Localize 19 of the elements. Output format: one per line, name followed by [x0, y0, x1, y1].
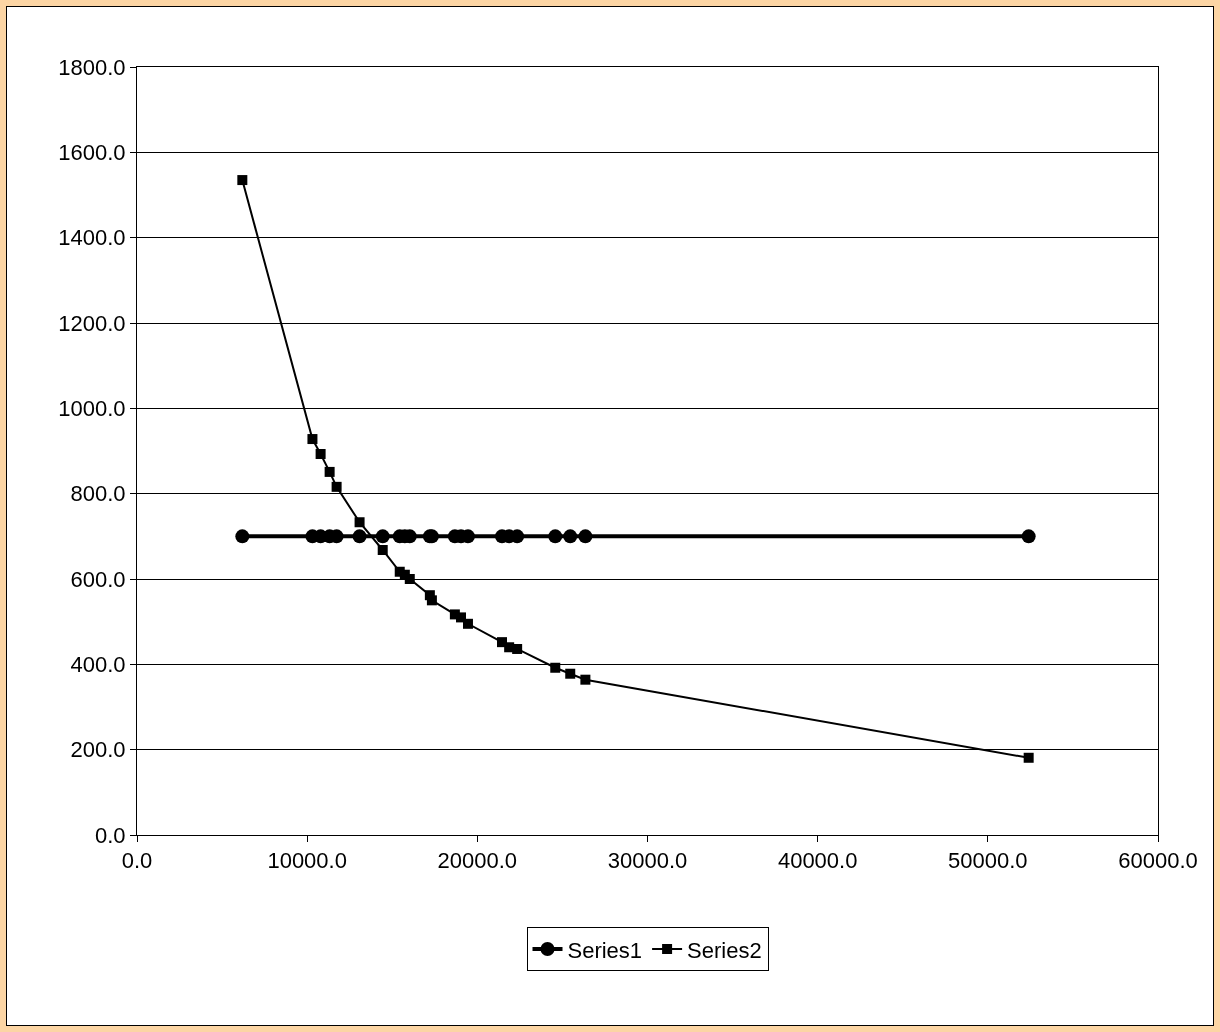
x-tick-label: 60000.0 — [1118, 848, 1198, 874]
y-tick-label: 600.0 — [70, 566, 126, 592]
x-tick-label: 0.0 — [121, 848, 153, 874]
x-tick-label: 20000.0 — [437, 848, 518, 874]
legend-label: Series1 — [567, 937, 643, 963]
x-tick-label: 40000.0 — [777, 848, 858, 874]
y-tick-label: 1400.0 — [58, 225, 126, 251]
y-tick-label: 400.0 — [70, 652, 126, 678]
x-tick-label: 30000.0 — [607, 848, 688, 874]
y-tick-label: 1200.0 — [58, 310, 126, 336]
legend-label: Series2 — [687, 937, 762, 963]
y-tick-label: 1600.0 — [58, 140, 126, 166]
y-tick-label: 200.0 — [70, 737, 126, 763]
y-tick-label: 1800.0 — [58, 54, 126, 80]
x-tick-label: 10000.0 — [267, 848, 347, 874]
y-tick-label: 0.0 — [95, 822, 126, 848]
y-tick-label: 800.0 — [70, 481, 126, 507]
x-tick-label: 50000.0 — [948, 848, 1028, 874]
y-tick-label: 1000.0 — [58, 396, 126, 422]
